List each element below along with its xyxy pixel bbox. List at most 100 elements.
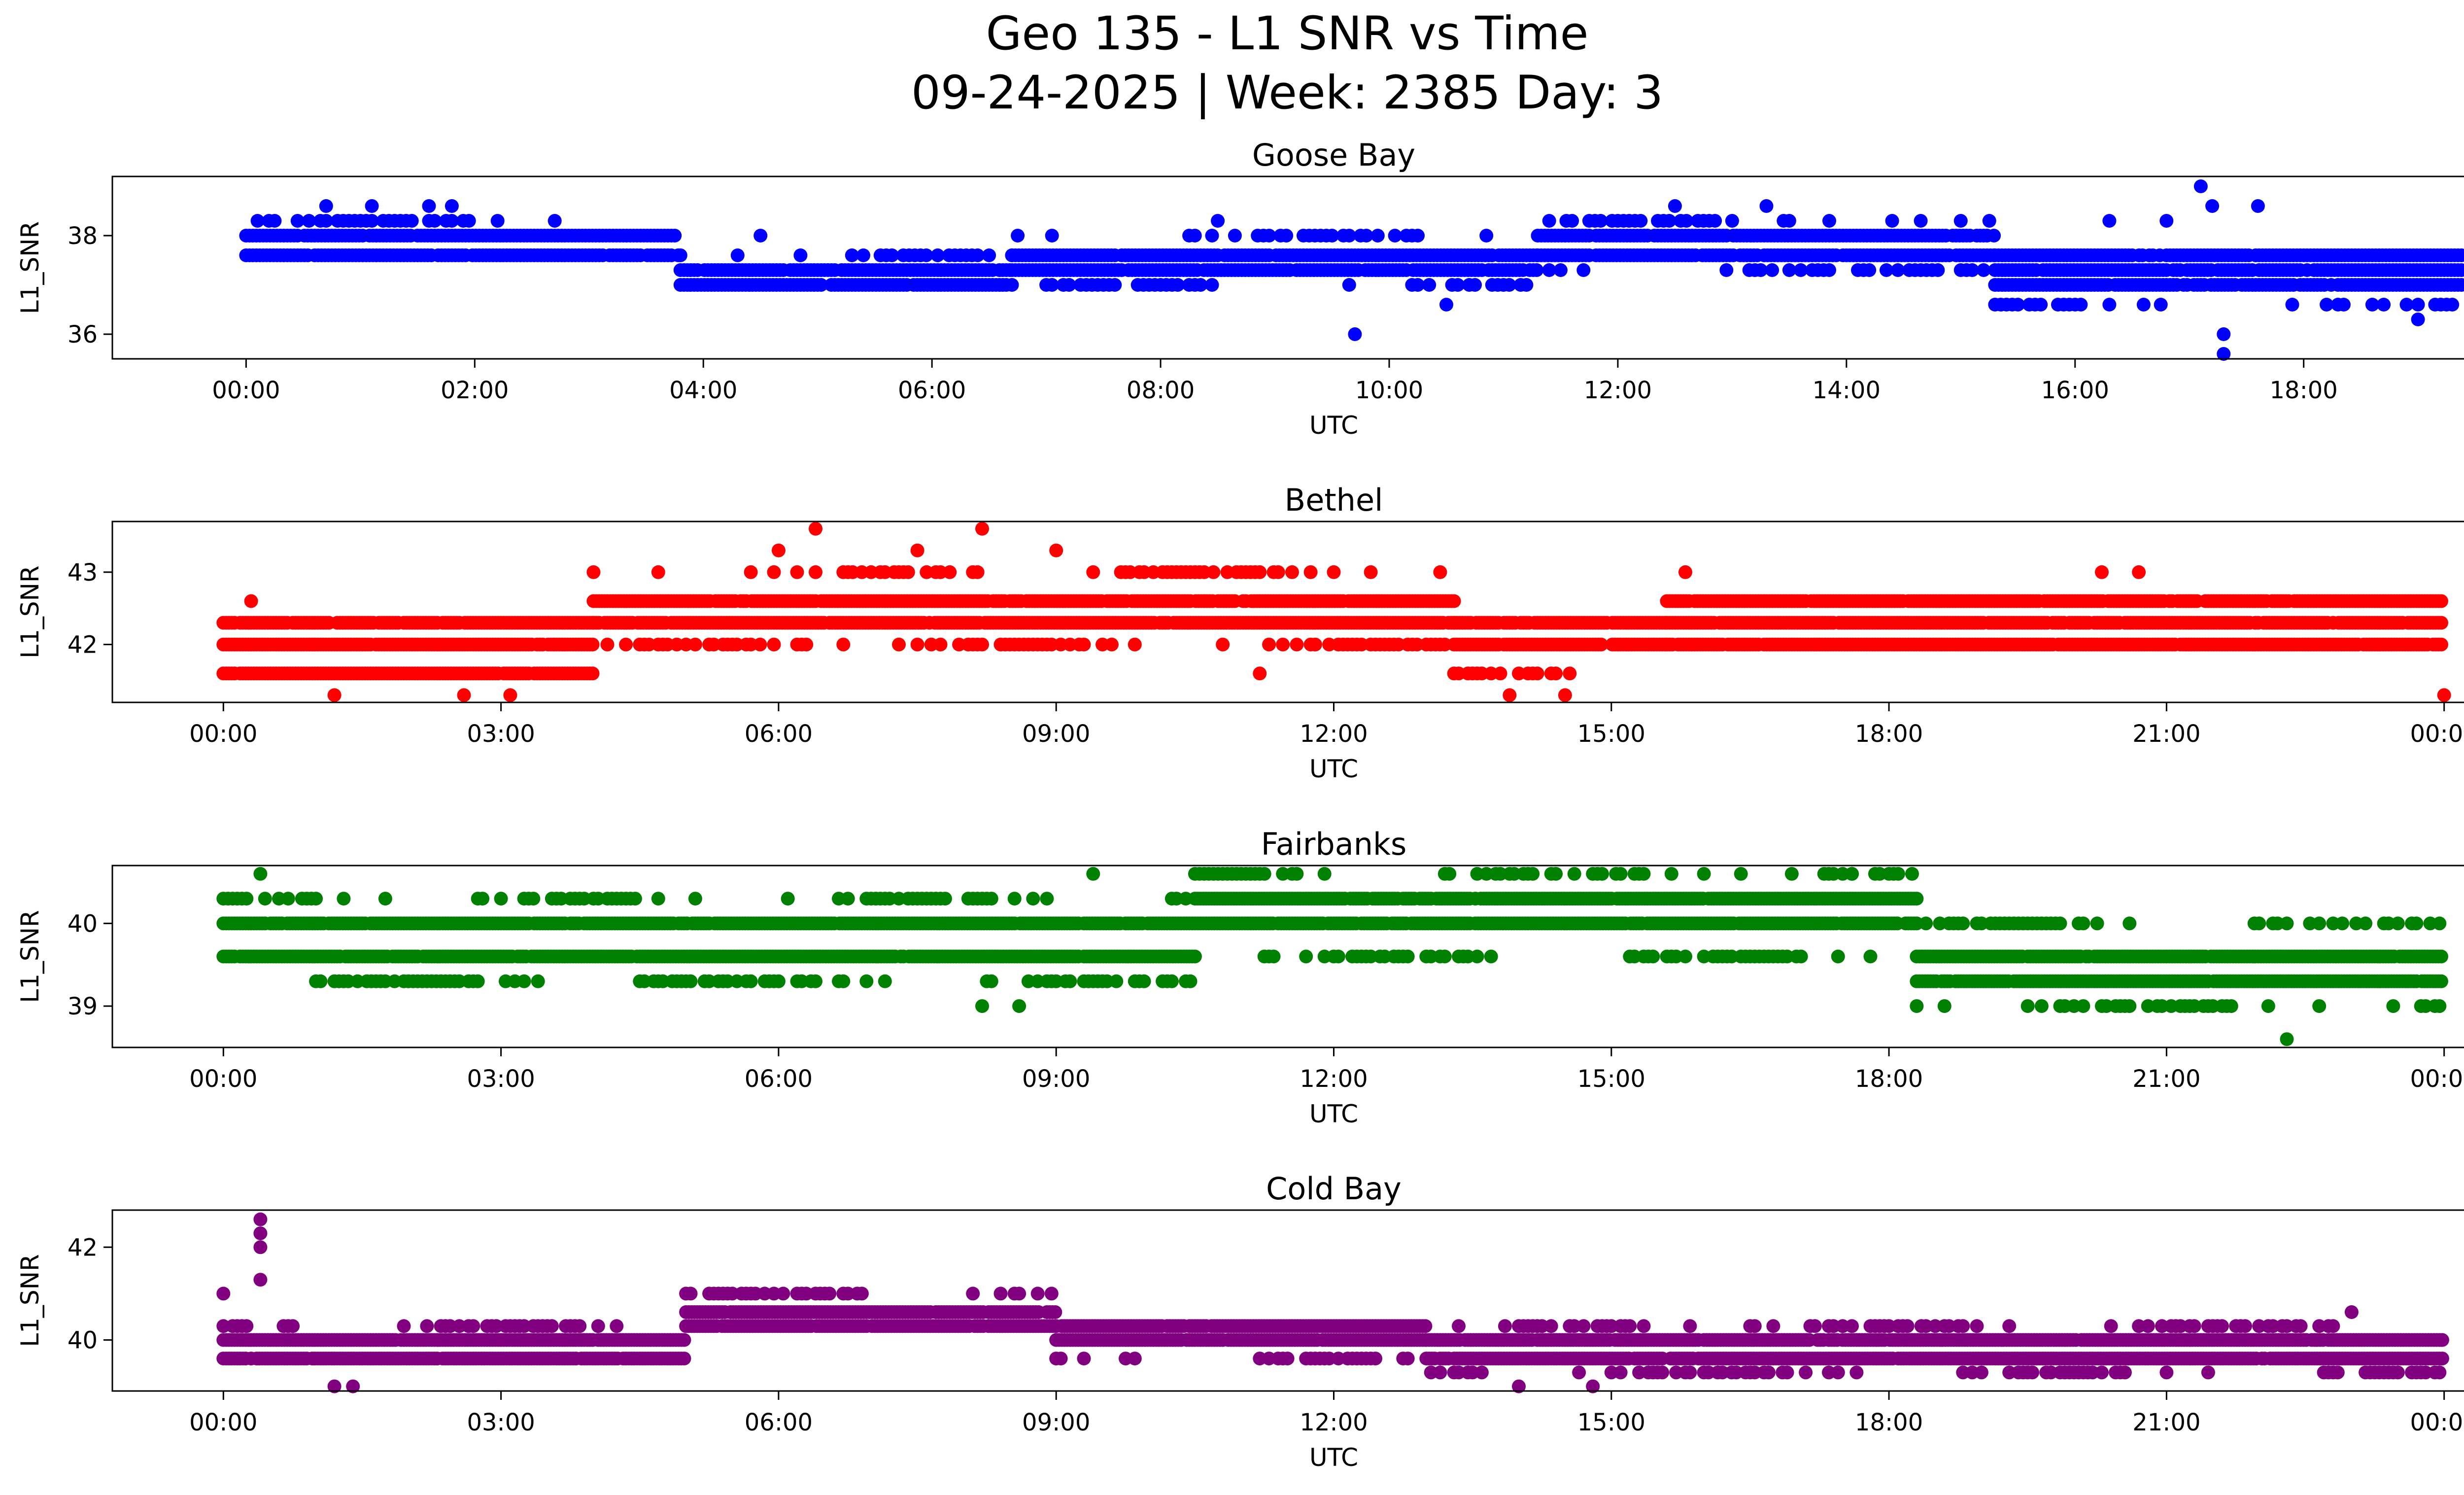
data-point [673, 248, 687, 262]
data-point [1170, 278, 1185, 292]
data-point [2454, 248, 2464, 262]
data-point [910, 637, 924, 652]
data-point [2411, 313, 2425, 326]
data-point [2454, 263, 2464, 277]
data-point [2095, 565, 2109, 579]
data-point [892, 637, 906, 652]
data-point [1271, 565, 1285, 579]
data-point [2102, 214, 2117, 228]
subplot-title: Goose Bay [1252, 137, 1415, 173]
data-point [327, 688, 342, 702]
data-point [1342, 278, 1356, 292]
y-tick-label: 36 [68, 321, 98, 348]
data-point [1205, 229, 1219, 243]
data-point [2154, 298, 2168, 312]
data-point [2411, 298, 2425, 312]
x-tick-label: 02:00 [441, 377, 509, 404]
data-point [1308, 637, 1322, 652]
subplot-title: Bethel [1285, 482, 1383, 518]
data-point [503, 688, 517, 702]
data-point [688, 892, 702, 906]
data-point [856, 248, 870, 262]
data-point [517, 974, 531, 988]
data-point [1822, 214, 1836, 228]
data-point [428, 214, 442, 228]
data-point [494, 892, 508, 906]
x-axis-label: UTC [1309, 411, 1358, 440]
data-point [1493, 666, 1507, 681]
x-tick-label: 14:00 [1813, 377, 1881, 404]
data-point [1411, 229, 1425, 243]
x-tick-label: 03:00 [467, 720, 535, 748]
data-point [809, 974, 822, 988]
x-tick-label: 12:00 [1584, 377, 1652, 404]
data-point [1965, 263, 1979, 277]
data-point [1891, 263, 1905, 277]
data-point [490, 214, 505, 228]
data-point [688, 637, 702, 652]
data-point [984, 974, 998, 988]
x-tick-label: 21:00 [2132, 720, 2200, 748]
data-point [531, 974, 545, 988]
data-point [1542, 214, 1556, 228]
data-point [422, 199, 436, 213]
x-axis-label: UTC [1309, 755, 1358, 783]
data-point [1063, 974, 1077, 988]
data-point [1011, 229, 1025, 243]
data-point [836, 974, 851, 988]
data-point [628, 892, 642, 906]
data-point [1342, 229, 1356, 243]
data-point [767, 565, 781, 579]
data-point [1205, 278, 1219, 292]
data-point [984, 892, 998, 906]
data-point [1194, 278, 1208, 292]
x-tick-label: 08:00 [1127, 377, 1195, 404]
data-point [1005, 278, 1019, 292]
data-point [1331, 949, 1345, 964]
data-point [930, 248, 945, 262]
data-point [2011, 298, 2025, 312]
x-tick-label: 15:00 [1577, 720, 1645, 748]
data-point [290, 214, 305, 228]
data-point [1931, 263, 1945, 277]
data-point [1211, 214, 1225, 228]
data-point [1470, 949, 1484, 964]
data-point [1519, 278, 1534, 292]
data-point [1977, 263, 1991, 277]
data-point [1794, 263, 1808, 277]
data-point [1914, 214, 1928, 228]
data-point [476, 892, 490, 906]
data-point [2336, 298, 2351, 312]
data-point [1437, 949, 1452, 964]
data-point [2399, 298, 2414, 312]
data-point [471, 974, 485, 988]
data-point [668, 229, 682, 243]
data-point [1594, 214, 1608, 228]
data-point [1086, 565, 1100, 579]
data-point [1077, 637, 1091, 652]
data-point [600, 637, 615, 652]
figure-title-line1: Geo 135 - L1 SNR vs Time [986, 7, 1589, 61]
x-tick-label: 06:00 [745, 720, 813, 748]
scatter-points [216, 867, 2448, 1046]
data-point [1822, 263, 1836, 277]
data-point [2132, 565, 2146, 579]
data-point [1279, 229, 1294, 243]
data-point [1007, 892, 1022, 906]
data-point [933, 637, 948, 652]
data-point [1276, 637, 1290, 652]
data-point [2437, 688, 2451, 702]
data-point [1266, 949, 1281, 964]
data-point [753, 229, 768, 243]
data-point [1411, 278, 1425, 292]
data-point [1183, 974, 1198, 988]
data-point [943, 565, 957, 579]
data-point [586, 565, 601, 579]
data-point [365, 199, 379, 213]
data-point [809, 565, 822, 579]
data-point [1040, 892, 1054, 906]
data-point [1137, 974, 1151, 988]
data-point [1433, 565, 1447, 579]
data-point [1558, 688, 1572, 702]
